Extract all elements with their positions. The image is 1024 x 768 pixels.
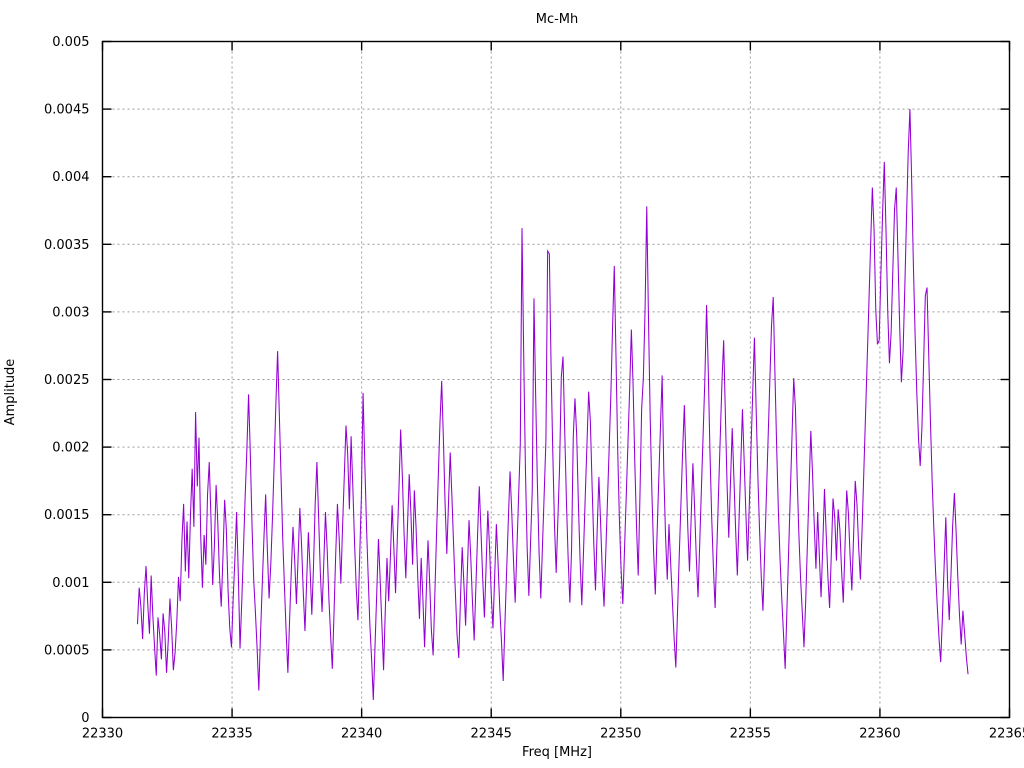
y-tick-label: 0.0035	[44, 238, 90, 253]
y-tick-label: 0	[81, 711, 89, 726]
x-tick-label: 22350	[600, 727, 641, 742]
data-series-line	[136, 109, 969, 700]
x-tick-label: 22335	[211, 727, 252, 742]
x-tick-label: 22340	[341, 727, 382, 742]
x-tick-labels: 22330 22335 22340 22345 22350 22355 22360 22365	[82, 727, 1024, 742]
y-tick-labels: 0 0.0005 0.001 0.0015 0.002 0.0025 0.003 0.0035…	[44, 35, 90, 726]
y-tick-label: 0.0025	[44, 373, 90, 388]
y-tick-label: 0.002	[52, 441, 89, 456]
plot-border	[101, 40, 1011, 719]
chart-title: Mc-Mh	[536, 12, 579, 27]
y-tick-label: 0.0015	[44, 508, 90, 523]
y-tick-label: 0.004	[52, 170, 89, 185]
y-tick-label: 0.003	[52, 305, 89, 320]
y-tick-label: 0.0045	[44, 103, 90, 118]
tickmarks	[101, 40, 1011, 719]
x-tick-label: 22330	[82, 727, 123, 742]
y-tick-label: 0.001	[52, 576, 89, 591]
x-tick-label: 22355	[730, 727, 771, 742]
x-tick-label: 22345	[471, 727, 512, 742]
y-tick-label: 0.0005	[44, 643, 90, 658]
x-tick-label: 22365	[989, 727, 1024, 742]
y-axis-title: Amplitude	[3, 359, 18, 426]
x-tick-label: 22360	[859, 727, 900, 742]
y-tick-label: 0.005	[52, 35, 89, 50]
x-axis-title: Freq [MHz]	[522, 745, 592, 760]
